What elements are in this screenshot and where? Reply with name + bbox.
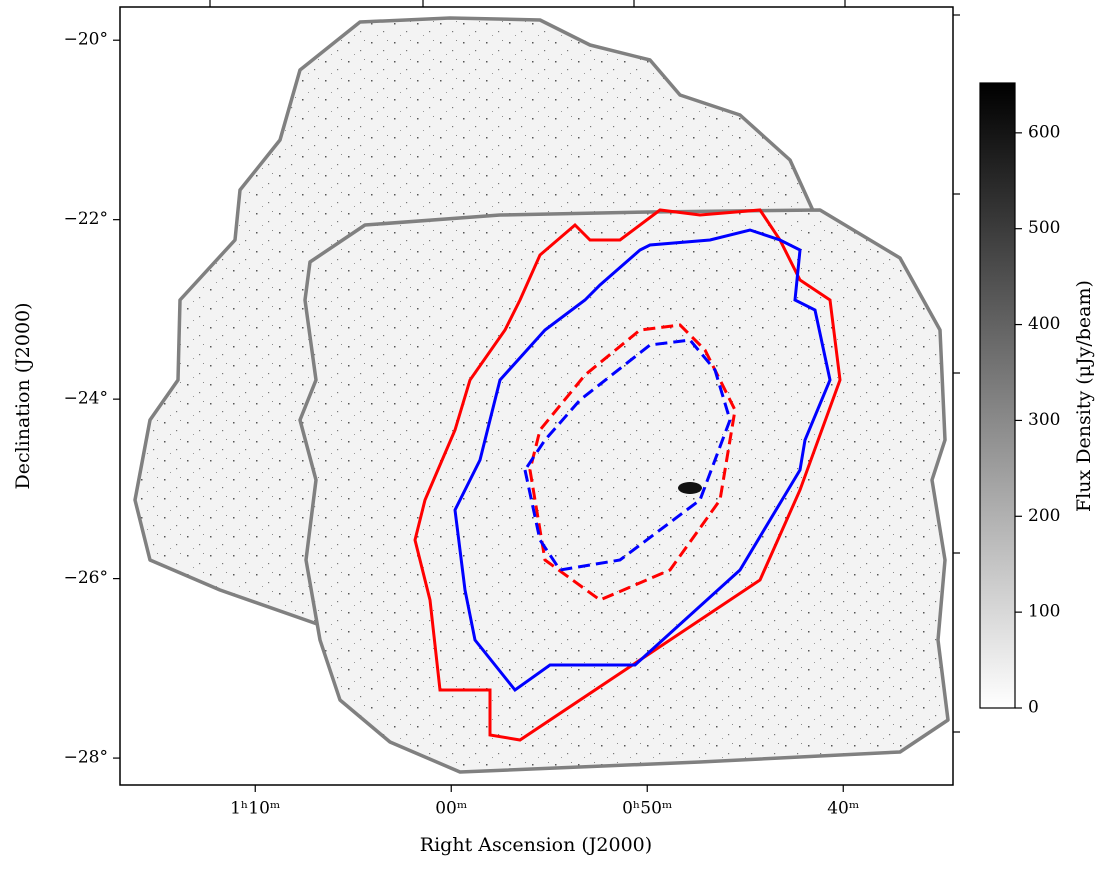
sky-image [135, 18, 948, 772]
y-tick-label: −28° [64, 748, 108, 768]
x-tick-label: 1ʰ10ᵐ [230, 799, 280, 819]
colorbar-tick-label: 0 [1028, 698, 1039, 718]
mosaic-field-2 [300, 210, 948, 772]
colorbar-tick-label: 600 [1028, 122, 1060, 142]
chart: Right Ascension (J2000) Declination (J20… [0, 0, 1107, 866]
y-tick-label: −26° [64, 568, 108, 588]
x-tick-label: 00ᵐ [435, 799, 467, 819]
x-tick-label: 0ʰ50ᵐ [622, 799, 672, 819]
y-tick-label: −20° [64, 30, 108, 50]
x-tick-label: 40ᵐ [827, 799, 859, 819]
colorbar-tick-label: 400 [1028, 314, 1060, 334]
y-tick-label: −22° [64, 209, 108, 229]
bright-source [678, 482, 702, 494]
y-axis-label: Declination (J2000) [12, 302, 34, 489]
y-tick-label: −24° [64, 389, 108, 409]
colorbar-label: Flux Density (μJy/beam) [1073, 280, 1095, 512]
colorbar-tick-label: 300 [1028, 410, 1060, 430]
x-axis-label: Right Ascension (J2000) [420, 834, 652, 856]
colorbar-tick-label: 100 [1028, 602, 1060, 622]
colorbar [980, 83, 1015, 708]
colorbar-tick-label: 500 [1028, 218, 1060, 238]
colorbar-tick-label: 200 [1028, 506, 1060, 526]
